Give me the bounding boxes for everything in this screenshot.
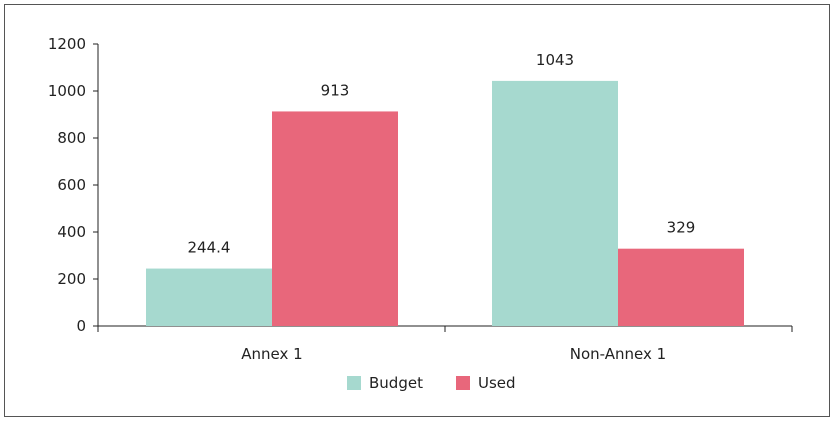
y-tick-label: 200 (57, 270, 86, 288)
x-category-label: Annex 1 (241, 345, 302, 363)
data-labels: 244.4 1043 913 329 (188, 51, 696, 257)
x-category-label: Non-Annex 1 (570, 345, 666, 363)
bar-used-0 (272, 111, 398, 326)
bar-budget-0 (146, 268, 272, 326)
y-tick-label: 1000 (48, 82, 86, 100)
chart-frame (4, 4, 830, 417)
legend-swatch-budget (347, 376, 361, 390)
data-label: 913 (321, 81, 350, 99)
data-label: 244.4 (188, 239, 231, 257)
legend-label: Budget (369, 374, 423, 392)
data-label: 329 (667, 219, 696, 237)
bars (146, 80, 744, 327)
y-tick-label: 400 (57, 223, 86, 241)
legend-label: Used (478, 374, 516, 392)
legend-swatch-used (456, 376, 470, 390)
y-tick-label: 0 (76, 317, 86, 335)
legend: Budget Used (347, 374, 516, 392)
y-tick-label: 1200 (48, 35, 86, 53)
bar-used-1 (618, 248, 744, 326)
y-tick-label: 600 (57, 176, 86, 194)
data-label: 1043 (536, 51, 574, 69)
y-tick-label: 800 (57, 129, 86, 147)
bar-budget-1 (492, 80, 618, 327)
